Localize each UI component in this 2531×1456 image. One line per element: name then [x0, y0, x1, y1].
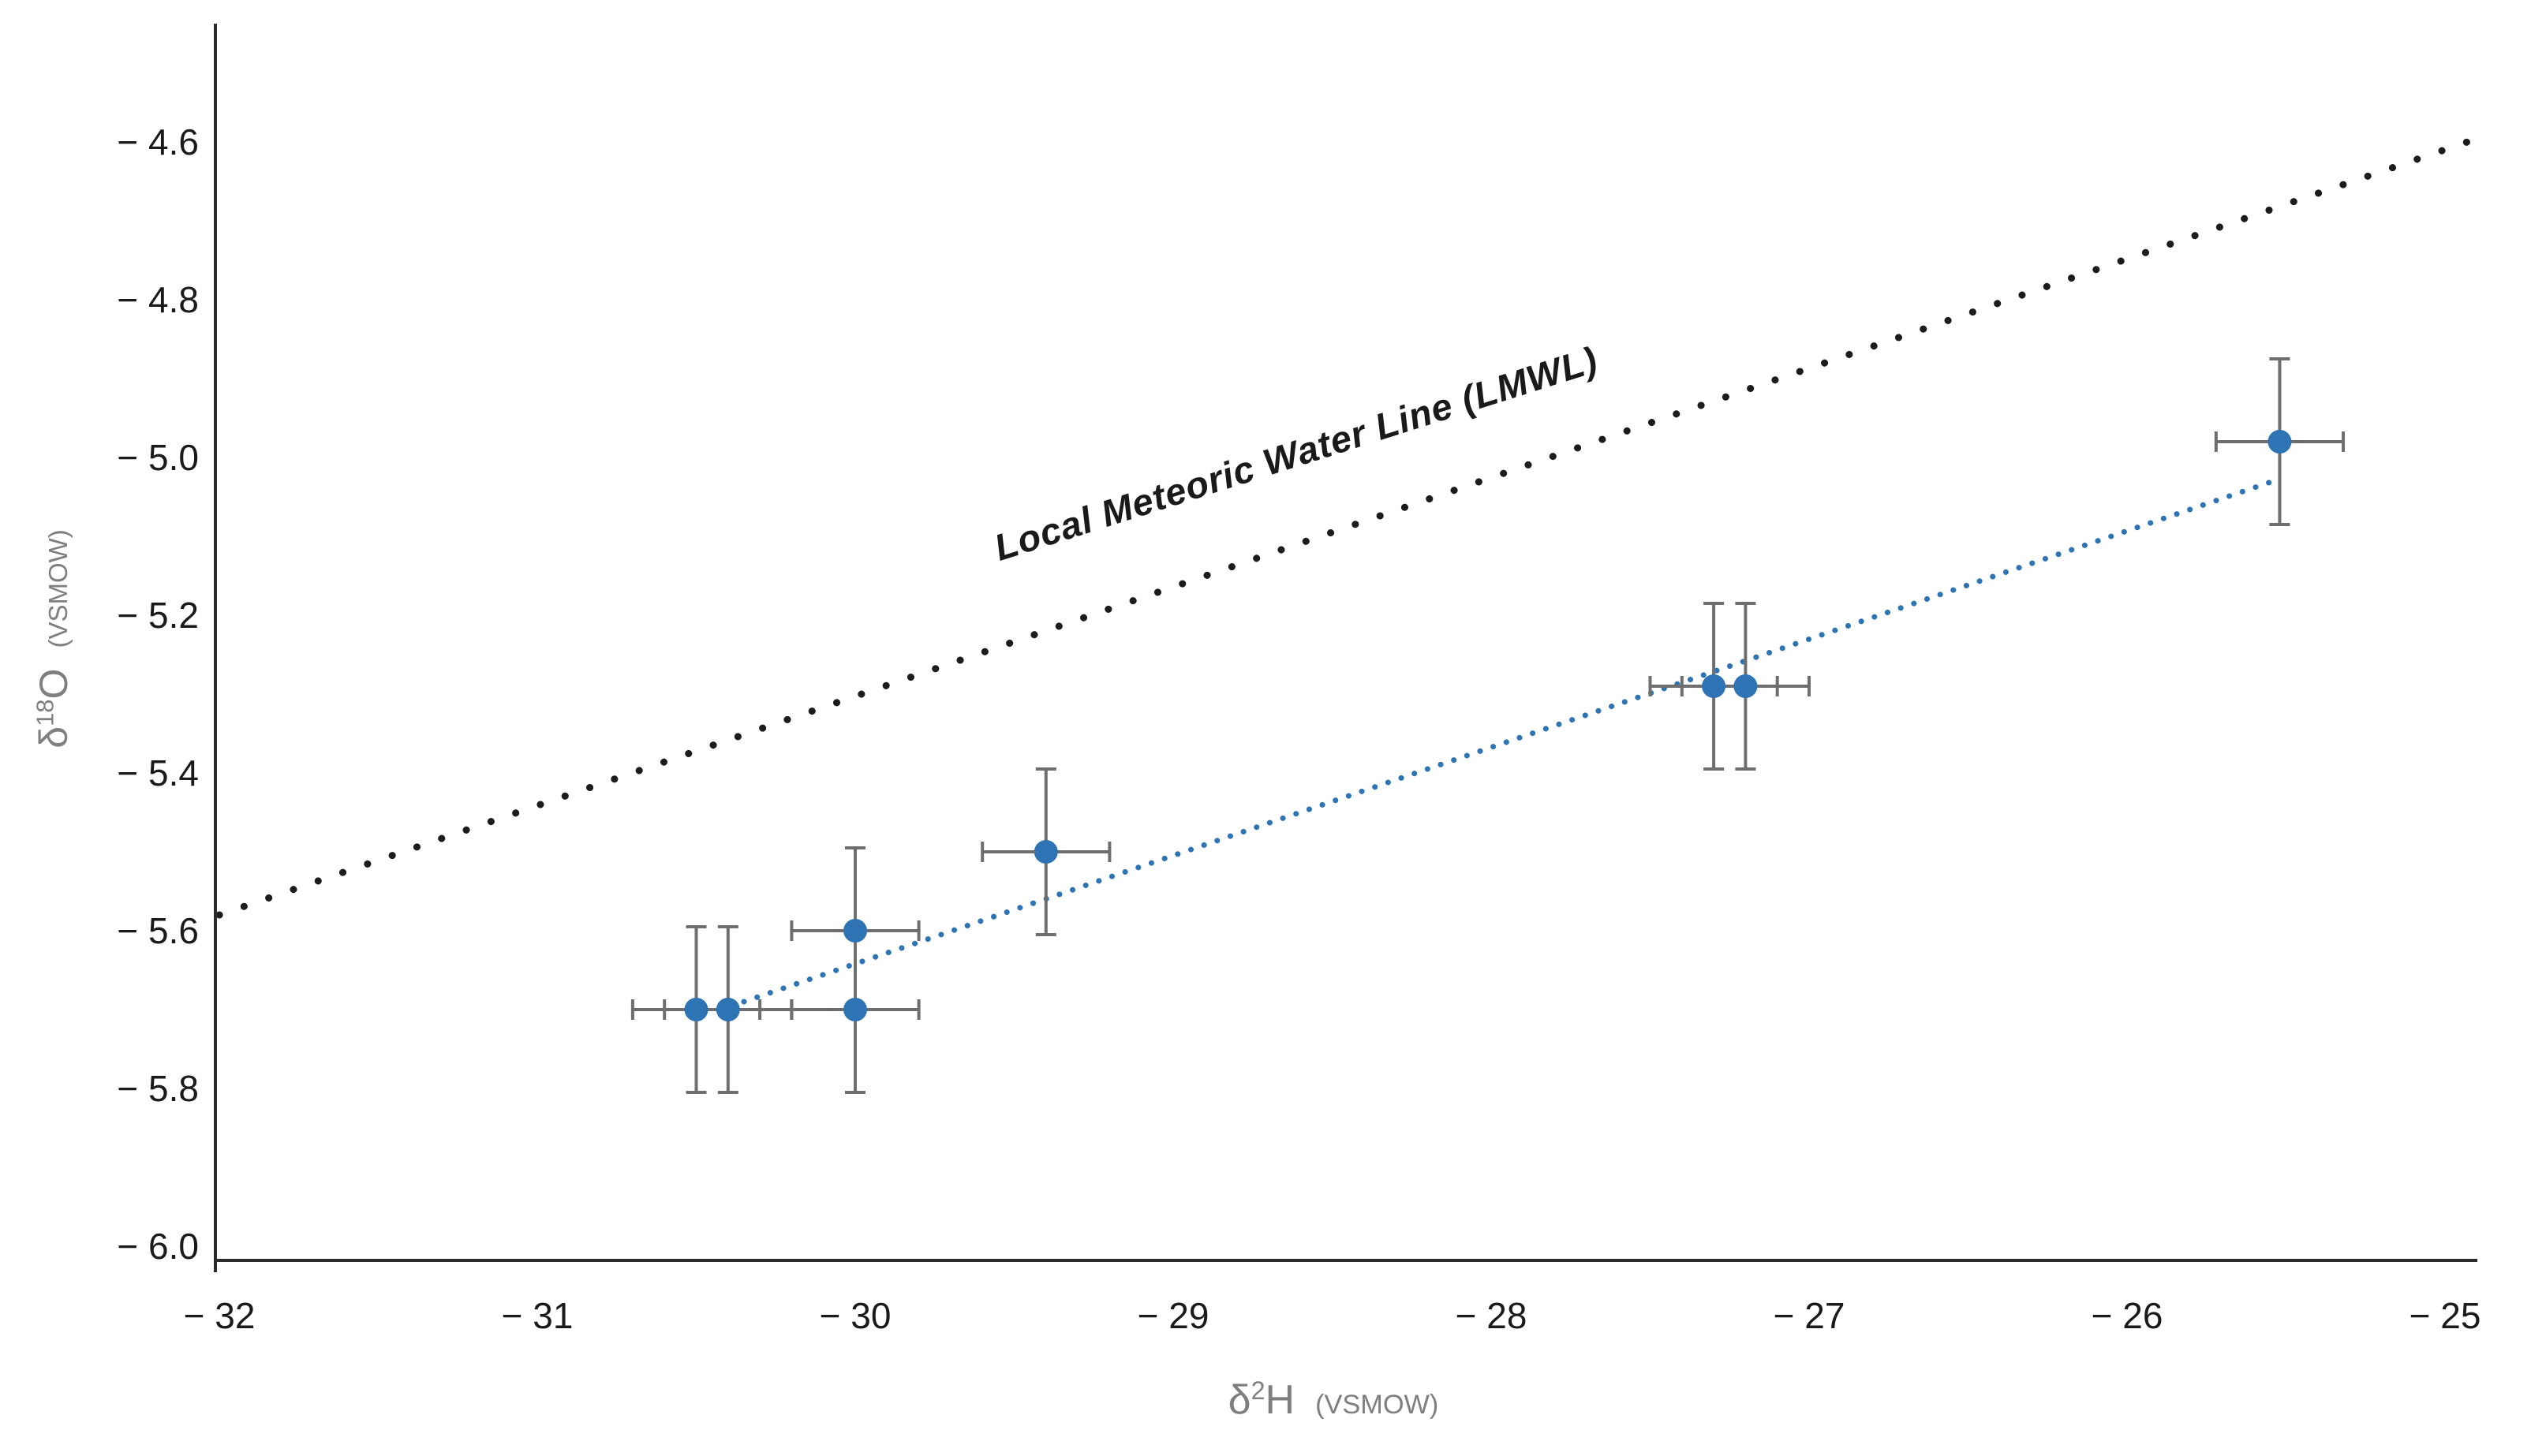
lmwl-dotted-line	[215, 138, 2471, 919]
data-point	[843, 919, 867, 943]
x-tick-label: − 25	[2409, 1295, 2481, 1336]
y-axis-superscript: 18	[31, 699, 59, 726]
x-axis-symbol: H	[1265, 1377, 1295, 1424]
data-point	[1733, 674, 1758, 698]
axes-layer	[214, 24, 2477, 1272]
x-tick-label: − 32	[184, 1295, 256, 1336]
data-point	[684, 998, 708, 1021]
tick-labels-layer: − 4.6 − 4.8 − 5.0 − 5.2 − 5.4 − 5.6 − 5.8 − 6.0…	[117, 121, 2481, 1336]
trend-dotted-line	[741, 478, 2276, 1005]
x-axis-units: (VSMOW)	[1315, 1390, 1439, 1421]
x-tick-label: − 27	[1774, 1295, 1845, 1336]
x-axis-delta: δ	[1228, 1377, 1251, 1424]
y-axis-title: δ18O (VSMOW)	[31, 529, 77, 749]
x-tick-label: − 30	[820, 1295, 892, 1336]
reference-lines-layer	[215, 138, 2471, 1005]
data-point	[1034, 840, 1058, 864]
y-tick-label: − 5.6	[117, 910, 199, 951]
data-point	[2267, 430, 2292, 454]
data-point	[843, 998, 867, 1021]
y-axis-units: (VSMOW)	[43, 529, 73, 648]
x-tick-label: − 29	[1138, 1295, 1209, 1336]
x-tick-label: − 28	[1456, 1295, 1527, 1336]
y-axis-symbol: O	[32, 668, 76, 700]
x-tick-label: − 26	[2092, 1295, 2163, 1336]
y-tick-label: − 5.8	[117, 1068, 199, 1109]
x-tick-label: − 31	[502, 1295, 574, 1336]
y-tick-label: − 4.6	[117, 121, 199, 162]
x-axis-superscript: 2	[1251, 1376, 1266, 1405]
x-axis-title: δ2H (VSMOW)	[1228, 1376, 1439, 1424]
y-tick-label: − 5.2	[117, 595, 199, 636]
y-tick-label: − 5.0	[117, 437, 199, 478]
y-tick-label: − 6.0	[117, 1226, 199, 1267]
data-points-layer	[684, 430, 2292, 1021]
data-point	[716, 998, 740, 1021]
y-tick-label: − 5.4	[117, 752, 199, 793]
data-point	[1702, 674, 1726, 698]
y-axis-delta: δ	[32, 726, 76, 749]
y-tick-label: − 4.8	[117, 279, 199, 320]
error-bars-layer	[630, 357, 2346, 1094]
